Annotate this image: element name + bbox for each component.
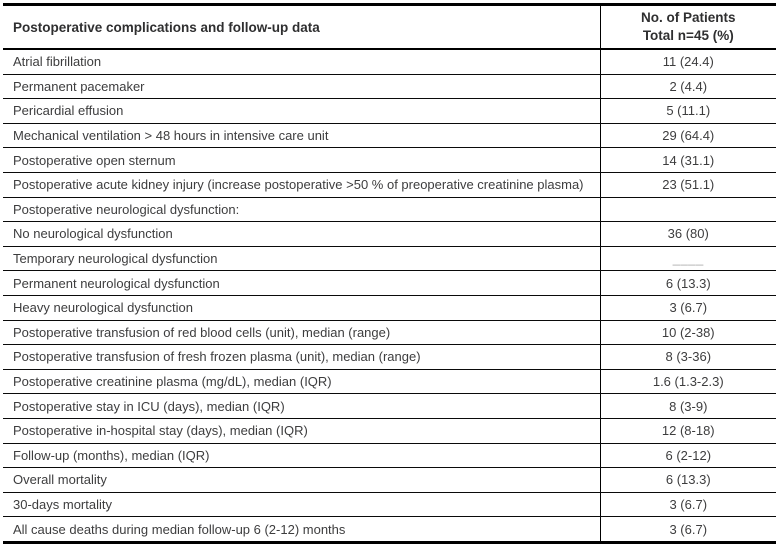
row-value: 36 (80) [599, 221, 776, 247]
row-label: Temporary neurological dysfunction [3, 246, 601, 272]
table-row: Postoperative in-hospital stay (days), m… [3, 418, 776, 444]
row-label: Postoperative open sternum [3, 147, 601, 173]
row-value: 2 (4.4) [599, 74, 776, 100]
table-row: Atrial fibrillation 11 (24.4) [3, 49, 776, 75]
table-row: Permanent neurological dysfunction 6 (13.… [3, 270, 776, 296]
row-value: 6 (13.3) [599, 270, 776, 296]
table-row: Postoperative neurological dysfunction: [3, 197, 776, 223]
row-label: No neurological dysfunction [3, 221, 601, 247]
table-header: Postoperative complications and follow-u… [3, 4, 776, 50]
table-row: Postoperative open sternum 14 (31.1) [3, 147, 776, 173]
table-body: Atrial fibrillation 11 (24.4) Permanent pa… [3, 49, 776, 543]
row-label: Postoperative creatinine plasma (mg/dL),… [3, 369, 601, 395]
row-label: Permanent pacemaker [3, 74, 601, 100]
row-value: 6 (2-12) [599, 443, 776, 469]
row-value: 3 (6.7) [599, 516, 776, 543]
row-label: Postoperative transfusion of red blood c… [3, 320, 601, 346]
row-label: Postoperative in-hospital stay (days), m… [3, 418, 601, 444]
table-row: Overall mortality 6 (13.3) [3, 467, 776, 493]
complications-table: Postoperative complications and follow-u… [3, 3, 776, 544]
header-complications-column: Postoperative complications and follow-u… [3, 4, 601, 50]
row-label: Overall mortality [3, 467, 601, 493]
row-value: 12 (8-18) [599, 418, 776, 444]
header-patients-column: No. of Patients Total n=45 (%) [599, 4, 776, 50]
row-value: 8 (3-9) [599, 393, 776, 419]
table-row: Mechanical ventilation > 48 hours in int… [3, 123, 776, 149]
table-row: 30-days mortality 3 (6.7) [3, 492, 776, 518]
row-label: 30-days mortality [3, 492, 601, 518]
row-label: Postoperative acute kidney injury (incre… [3, 172, 601, 198]
table-row: Postoperative transfusion of fresh froze… [3, 344, 776, 370]
row-value: 10 (2-38) [599, 320, 776, 346]
header-patients-line1: No. of Patients [641, 10, 736, 26]
table-row: Postoperative transfusion of red blood c… [3, 320, 776, 346]
table-row: All cause deaths during median follow-up… [3, 516, 776, 543]
row-label: Atrial fibrillation [3, 49, 601, 75]
row-value: 3 (6.7) [599, 295, 776, 321]
row-value: ____ [599, 246, 776, 272]
row-value [599, 197, 776, 223]
row-label: Mechanical ventilation > 48 hours in int… [3, 123, 601, 149]
table-row: Pericardial effusion 5 (11.1) [3, 98, 776, 124]
row-label: Postoperative neurological dysfunction: [3, 197, 601, 223]
row-label: Pericardial effusion [3, 98, 601, 124]
row-value: 5 (11.1) [599, 98, 776, 124]
row-value: 14 (31.1) [599, 147, 776, 173]
row-value: 1.6 (1.3-2.3) [599, 369, 776, 395]
row-label: Follow-up (months), median (IQR) [3, 443, 601, 469]
table-row: Postoperative creatinine plasma (mg/dL),… [3, 369, 776, 395]
table-row: Follow-up (months), median (IQR) 6 (2-12) [3, 443, 776, 469]
row-value: 29 (64.4) [599, 123, 776, 149]
row-label: Postoperative stay in ICU (days), median… [3, 393, 601, 419]
row-value: 11 (24.4) [599, 49, 776, 75]
header-row: Postoperative complications and follow-u… [3, 4, 776, 50]
table-row: Temporary neurological dysfunction ____ [3, 246, 776, 272]
table-row: Heavy neurological dysfunction 3 (6.7) [3, 295, 776, 321]
row-label: Postoperative transfusion of fresh froze… [3, 344, 601, 370]
row-value: 8 (3-36) [599, 344, 776, 370]
table-row: Postoperative acute kidney injury (incre… [3, 172, 776, 198]
row-label: Permanent neurological dysfunction [3, 270, 601, 296]
row-label: All cause deaths during median follow-up… [13, 521, 346, 537]
row-label: Heavy neurological dysfunction [3, 295, 601, 321]
table-row: Permanent pacemaker 2 (4.4) [3, 74, 776, 100]
header-patients-line2: Total n=45 (%) [642, 28, 734, 43]
table-row: Postoperative stay in ICU (days), median… [3, 393, 776, 419]
row-value: 23 (51.1) [599, 172, 776, 198]
table-row: No neurological dysfunction 36 (80) [3, 221, 776, 247]
row-value: 6 (13.3) [599, 467, 776, 493]
row-value: 3 (6.7) [599, 492, 776, 518]
